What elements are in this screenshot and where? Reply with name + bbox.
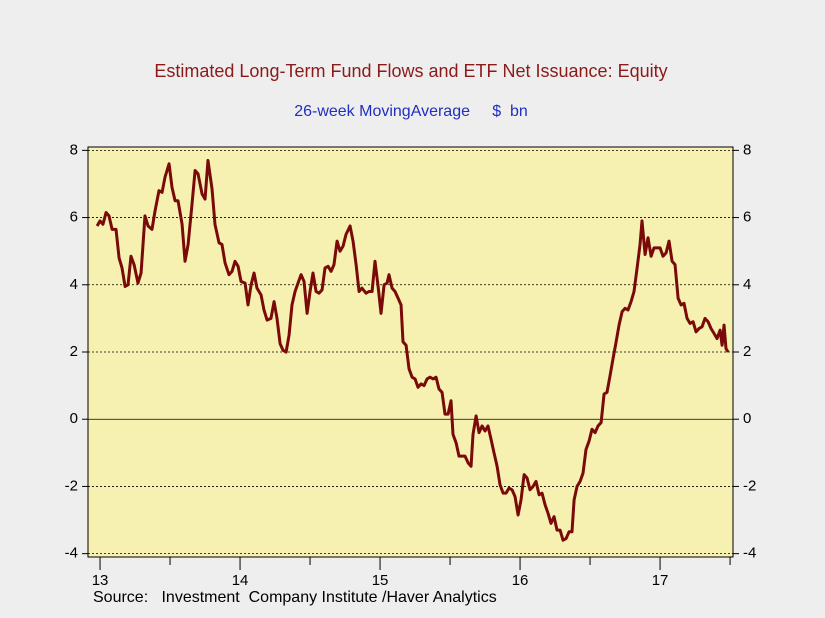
y2-tick-label: 0 <box>743 410 751 427</box>
y-tick-label: 6 <box>70 209 78 226</box>
source-note: Source: Investment Company Institute /Ha… <box>93 589 497 606</box>
x-tick-label: 14 <box>232 572 249 589</box>
y-tick-label: 2 <box>70 343 78 360</box>
y2-tick-label: -4 <box>743 545 756 562</box>
y-tick-label: 4 <box>70 276 78 293</box>
y-tick-label: -2 <box>65 477 78 494</box>
y2-tick-label: 8 <box>743 141 751 158</box>
x-tick-label: 17 <box>652 572 669 589</box>
y-tick-label: 8 <box>70 141 78 158</box>
y2-tick-label: 4 <box>743 276 751 293</box>
y2-tick-label: 2 <box>743 343 751 360</box>
x-tick-label: 13 <box>92 572 109 589</box>
x-tick-label: 16 <box>512 572 529 589</box>
y-tick-label: -4 <box>65 545 78 562</box>
plot-frame <box>87 146 734 558</box>
y2-tick-label: 6 <box>743 209 751 226</box>
x-tick-label: 15 <box>372 572 389 589</box>
chart-title: Estimated Long-Term Fund Flows and ETF N… <box>154 61 667 81</box>
chart-subtitle: 26-week MovingAverage $ bn <box>294 103 528 120</box>
y-tick-label: 0 <box>70 410 78 427</box>
data-line <box>95 158 730 542</box>
y2-tick-label: -2 <box>743 477 756 494</box>
